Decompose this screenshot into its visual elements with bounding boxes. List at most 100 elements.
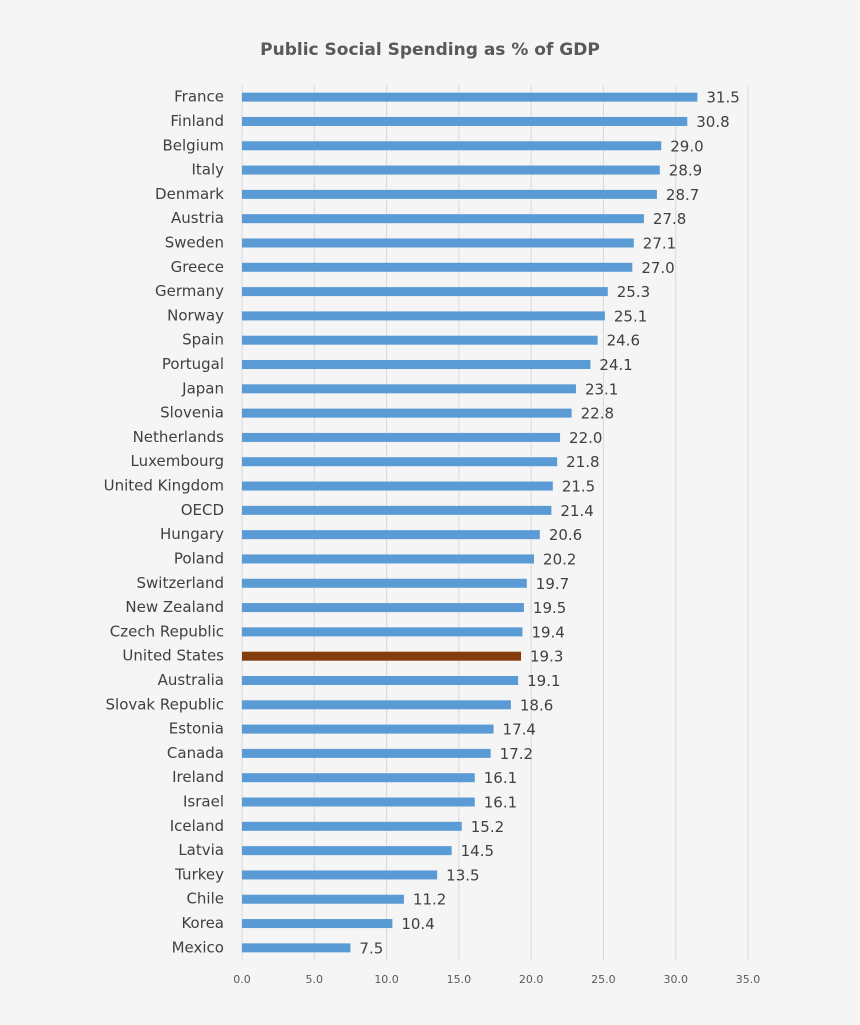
y-tick-label: Belgium [163, 136, 225, 154]
chart-title: Public Social Spending as % of GDP [260, 40, 600, 60]
y-tick-label: Chile [186, 890, 224, 908]
bar [242, 214, 644, 224]
bar [242, 505, 552, 515]
bar [242, 651, 522, 661]
value-label: 19.4 [531, 623, 564, 641]
value-label: 27.8 [653, 210, 686, 228]
y-tick-label: New Zealand [125, 598, 224, 616]
y-tick-label: Finland [170, 112, 224, 130]
value-label: 22.8 [581, 405, 614, 423]
bar [242, 554, 535, 564]
x-tick-label: 0.0 [233, 973, 251, 986]
value-label: 16.1 [484, 769, 517, 787]
value-label: 25.3 [617, 283, 650, 301]
y-tick-label: OECD [181, 501, 224, 519]
x-tick-label: 20.0 [519, 973, 544, 986]
value-label: 7.5 [359, 939, 383, 957]
x-tick-label: 30.0 [663, 973, 688, 986]
bar [242, 92, 698, 102]
y-tick-label: Norway [167, 306, 224, 324]
value-label: 17.2 [500, 745, 533, 763]
bar [242, 238, 634, 248]
value-label: 28.9 [669, 162, 702, 180]
bar [242, 675, 519, 685]
y-tick-label: Israel [183, 793, 224, 811]
value-label: 19.1 [527, 672, 560, 690]
value-label: 13.5 [446, 866, 479, 884]
y-tick-label: Estonia [169, 720, 224, 738]
bar [242, 165, 660, 175]
y-tick-label: Sweden [165, 233, 224, 251]
y-tick-label: Japan [181, 379, 224, 397]
value-label: 15.2 [471, 818, 504, 836]
y-tick-label: Austria [171, 209, 224, 227]
y-tick-label: Hungary [160, 525, 224, 543]
bar [242, 360, 591, 370]
y-tick-label: Australia [158, 671, 224, 689]
bar [242, 116, 688, 126]
value-label: 10.4 [401, 915, 434, 933]
bar [242, 894, 404, 904]
value-label: 30.8 [696, 113, 729, 131]
y-tick-label: Denmark [155, 185, 224, 203]
bar [242, 457, 558, 467]
y-tick-label: Slovak Republic [106, 695, 225, 713]
value-label: 19.3 [530, 648, 563, 666]
value-label: 11.2 [413, 891, 446, 909]
y-tick-label: Greece [171, 258, 224, 276]
bar [242, 943, 351, 953]
bar [242, 432, 561, 442]
y-tick-label: Netherlands [133, 428, 225, 446]
y-tick-label: Czech Republic [110, 622, 224, 640]
bar [242, 141, 662, 151]
bar [242, 748, 491, 758]
bar [242, 603, 524, 613]
y-tick-label: Turkey [174, 865, 224, 883]
y-tick-label: Slovenia [160, 404, 224, 422]
y-tick-label: Canada [167, 744, 224, 762]
bar [242, 773, 475, 783]
y-tick-label: Latvia [178, 841, 224, 859]
bar [242, 530, 540, 540]
y-tick-label: Iceland [170, 817, 224, 835]
bar [242, 578, 527, 588]
x-tick-label: 10.0 [374, 973, 399, 986]
value-label: 29.0 [670, 137, 703, 155]
y-tick-label: Switzerland [137, 574, 225, 592]
bar [242, 821, 462, 831]
value-label: 24.6 [607, 332, 640, 350]
bar [242, 870, 438, 880]
value-label: 19.7 [536, 575, 569, 593]
y-tick-label: Ireland [172, 768, 224, 786]
y-tick-label: Mexico [172, 938, 224, 956]
x-tick-label: 15.0 [447, 973, 472, 986]
y-tick-label: United States [122, 647, 224, 665]
y-tick-label: Germany [155, 282, 224, 300]
value-label: 27.0 [641, 259, 674, 277]
bar [242, 846, 452, 856]
bar [242, 724, 494, 734]
value-label: 28.7 [666, 186, 699, 204]
value-label: 22.0 [569, 429, 602, 447]
x-tick-label: 5.0 [306, 973, 324, 986]
value-label: 20.6 [549, 526, 582, 544]
value-label: 20.2 [543, 550, 576, 568]
bar [242, 335, 598, 345]
value-label: 27.1 [643, 234, 676, 252]
value-label: 25.1 [614, 307, 647, 325]
bar [242, 384, 576, 394]
y-tick-label: Portugal [162, 355, 224, 373]
x-tick-label: 35.0 [736, 973, 761, 986]
y-tick-label: Korea [181, 914, 224, 932]
y-tick-label: Spain [182, 331, 224, 349]
value-label: 31.5 [706, 89, 739, 107]
value-label: 16.1 [484, 794, 517, 812]
value-label: 19.5 [533, 599, 566, 617]
bar [242, 919, 393, 929]
x-tick-label: 25.0 [591, 973, 616, 986]
value-label: 21.8 [566, 453, 599, 471]
bar [242, 408, 572, 418]
value-label: 18.6 [520, 696, 553, 714]
y-tick-label: Poland [174, 549, 224, 567]
